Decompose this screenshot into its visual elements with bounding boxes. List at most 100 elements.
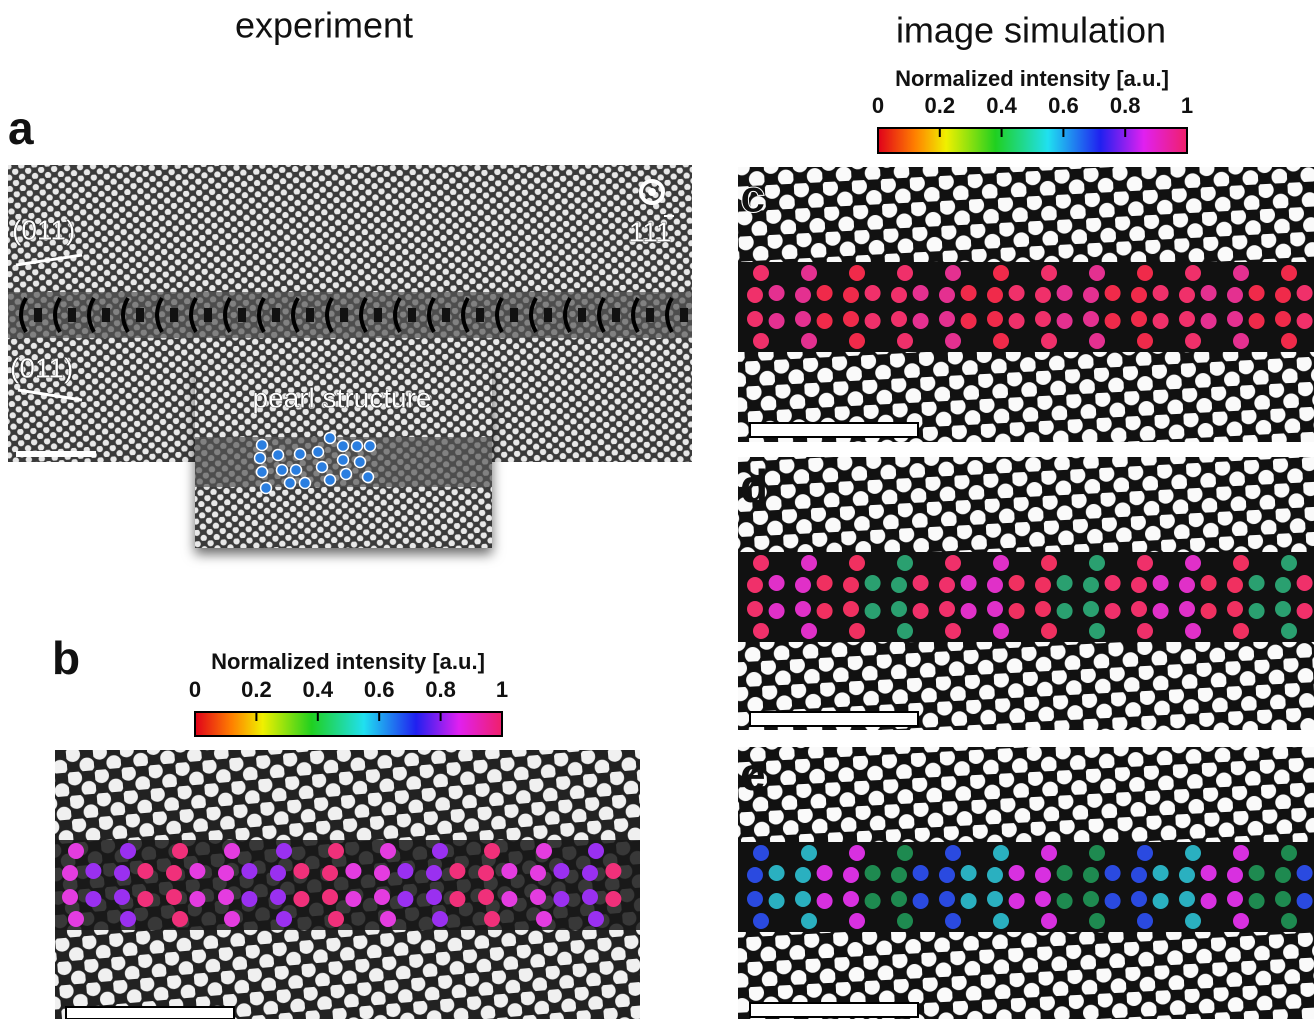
colorbar-gradient (195, 712, 502, 736)
atom (891, 891, 907, 907)
atom (849, 845, 865, 861)
bracket-core (612, 308, 620, 322)
atom (1233, 333, 1249, 349)
atom (1179, 311, 1195, 327)
atom (993, 623, 1009, 639)
defect-band (738, 842, 1314, 932)
atom (85, 891, 101, 907)
defect-band (8, 292, 692, 338)
atom (945, 333, 961, 349)
atom (769, 865, 785, 881)
atom (1105, 575, 1121, 591)
colorbar-tick-label: 0.4 (303, 677, 334, 702)
atom (120, 911, 136, 927)
atom (582, 889, 598, 905)
atom (345, 891, 361, 907)
atom (769, 893, 785, 909)
atom (843, 577, 859, 593)
defect-band (738, 552, 1314, 642)
atom (795, 867, 811, 883)
atom (843, 891, 859, 907)
colorbar-tick-label: 0.2 (241, 677, 272, 702)
colorbar: Normalized intensity [a.u.]00.20.40.60.8… (872, 66, 1193, 153)
atom (1035, 601, 1051, 617)
atom (865, 893, 881, 909)
atom (328, 843, 344, 859)
atom (961, 603, 977, 619)
bracket-core (680, 308, 688, 322)
atom (891, 577, 907, 593)
atom (753, 265, 769, 281)
atom (1105, 285, 1121, 301)
scale-bar (750, 712, 918, 726)
atom (300, 478, 311, 489)
bracket-core (646, 308, 654, 322)
atom (1227, 311, 1243, 327)
colorbar-title: Normalized intensity [a.u.] (211, 649, 485, 674)
atom (897, 333, 913, 349)
atom (120, 843, 136, 859)
atom (1233, 623, 1249, 639)
atom (380, 843, 396, 859)
atom (322, 889, 338, 905)
atom (1105, 603, 1121, 619)
atom (1083, 891, 1099, 907)
atom (801, 623, 817, 639)
atom (945, 265, 961, 281)
atom (224, 843, 240, 859)
atom (1035, 311, 1051, 327)
atom (536, 843, 552, 859)
column-header: experiment (235, 5, 413, 46)
atom (817, 285, 833, 301)
panel-letter: c (740, 170, 766, 222)
atom (1281, 623, 1297, 639)
atom (801, 333, 817, 349)
atom (257, 440, 268, 451)
atom (1153, 865, 1169, 881)
colorbar-title: Normalized intensity [a.u.] (895, 66, 1169, 91)
atom (1041, 913, 1057, 929)
defect-band (55, 840, 640, 930)
atom (68, 911, 84, 927)
atom (1153, 285, 1169, 301)
atom (993, 555, 1009, 571)
colorbar-tick-label: 1 (1181, 93, 1193, 118)
atom (939, 867, 955, 883)
atom (218, 889, 234, 905)
atom (1249, 575, 1265, 591)
atom (530, 865, 546, 881)
atom (891, 287, 907, 303)
atom (355, 457, 366, 468)
atom (1201, 313, 1217, 329)
atom (1041, 623, 1057, 639)
atom (747, 311, 763, 327)
atom (987, 891, 1003, 907)
figure: experiment image simulation a (011) (011… (0, 0, 1314, 1019)
atom (1297, 865, 1313, 881)
atom (1281, 555, 1297, 571)
atom (293, 891, 309, 907)
atom (913, 893, 929, 909)
atom (987, 287, 1003, 303)
atom (189, 891, 205, 907)
atom (1227, 287, 1243, 303)
atom (747, 577, 763, 593)
atom (1009, 285, 1025, 301)
panel-letter: a (8, 102, 34, 154)
atom (939, 891, 955, 907)
column-header: image simulation (896, 10, 1166, 51)
atom (1233, 555, 1249, 571)
atom (843, 867, 859, 883)
atom (328, 911, 344, 927)
atom (1153, 575, 1169, 591)
atom (172, 843, 188, 859)
atom (769, 313, 785, 329)
atom (753, 845, 769, 861)
bracket-core (238, 308, 246, 322)
defect-band (738, 262, 1314, 352)
atom (1179, 867, 1195, 883)
atom (849, 555, 865, 571)
atom (1275, 311, 1291, 327)
atom (1281, 845, 1297, 861)
atom (1089, 623, 1105, 639)
